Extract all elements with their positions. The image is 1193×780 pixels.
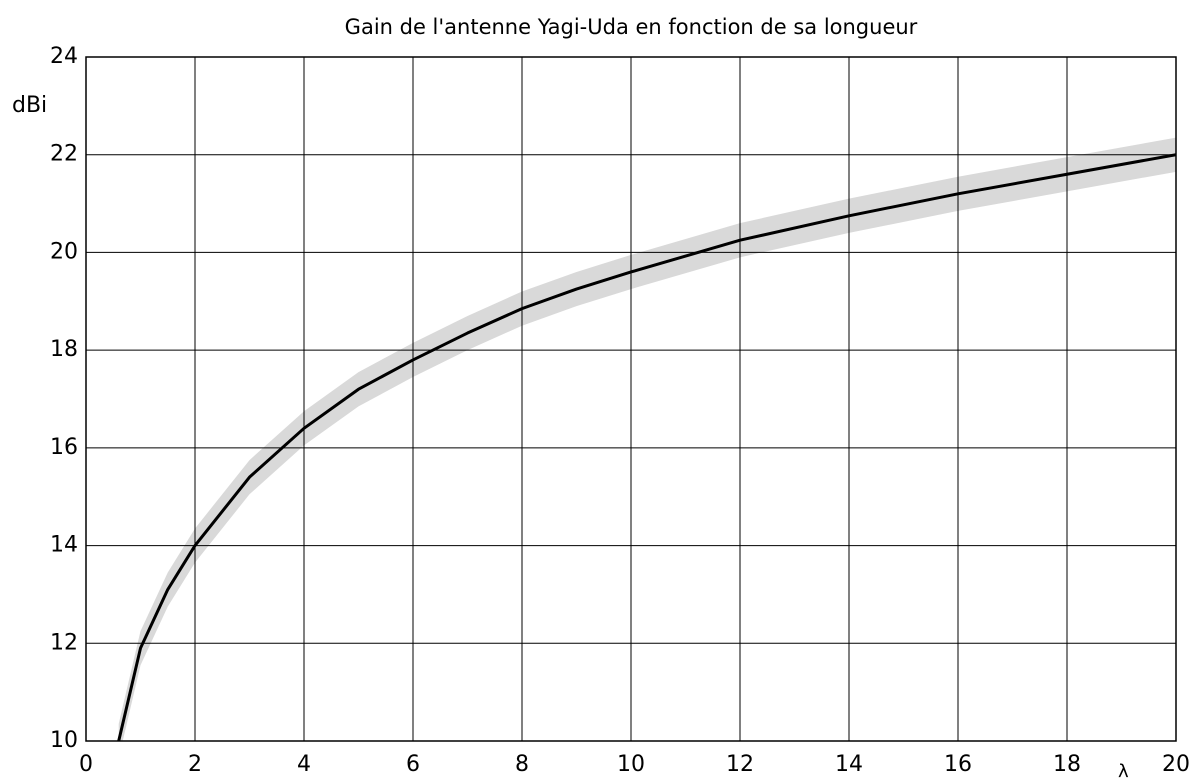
y-tick-label: 10 — [50, 728, 78, 753]
x-tick-label: 6 — [406, 752, 420, 777]
x-tick-label: 0 — [79, 752, 93, 777]
x-tick-label: 8 — [515, 752, 529, 777]
x-tick-label: 14 — [835, 752, 863, 777]
x-tick-label: 18 — [1053, 752, 1081, 777]
x-tick-label: 20 — [1162, 752, 1190, 777]
y-tick-label: 18 — [50, 337, 78, 362]
x-axis-label: λ — [1118, 761, 1129, 780]
x-tick-label: 10 — [617, 752, 645, 777]
gain-line — [117, 153, 1176, 741]
y-axis-label: dBi — [12, 93, 47, 118]
x-tick-label: 4 — [297, 752, 311, 777]
y-tick-label: 16 — [50, 435, 78, 460]
x-tick-label: 16 — [944, 752, 972, 777]
y-tick-label: 14 — [50, 533, 78, 558]
y-tick-label: 22 — [50, 142, 78, 167]
y-tick-label: 24 — [50, 44, 78, 69]
plot-frame — [85, 56, 1177, 742]
y-tick-label: 20 — [50, 239, 78, 264]
x-tick-label: 12 — [726, 752, 754, 777]
x-tick-label: 2 — [188, 752, 202, 777]
uncertainty-band — [118, 137, 1176, 741]
chart-title: Gain de l'antenne Yagi-Uda en fonction d… — [345, 15, 918, 39]
y-tick-label: 12 — [50, 630, 78, 655]
